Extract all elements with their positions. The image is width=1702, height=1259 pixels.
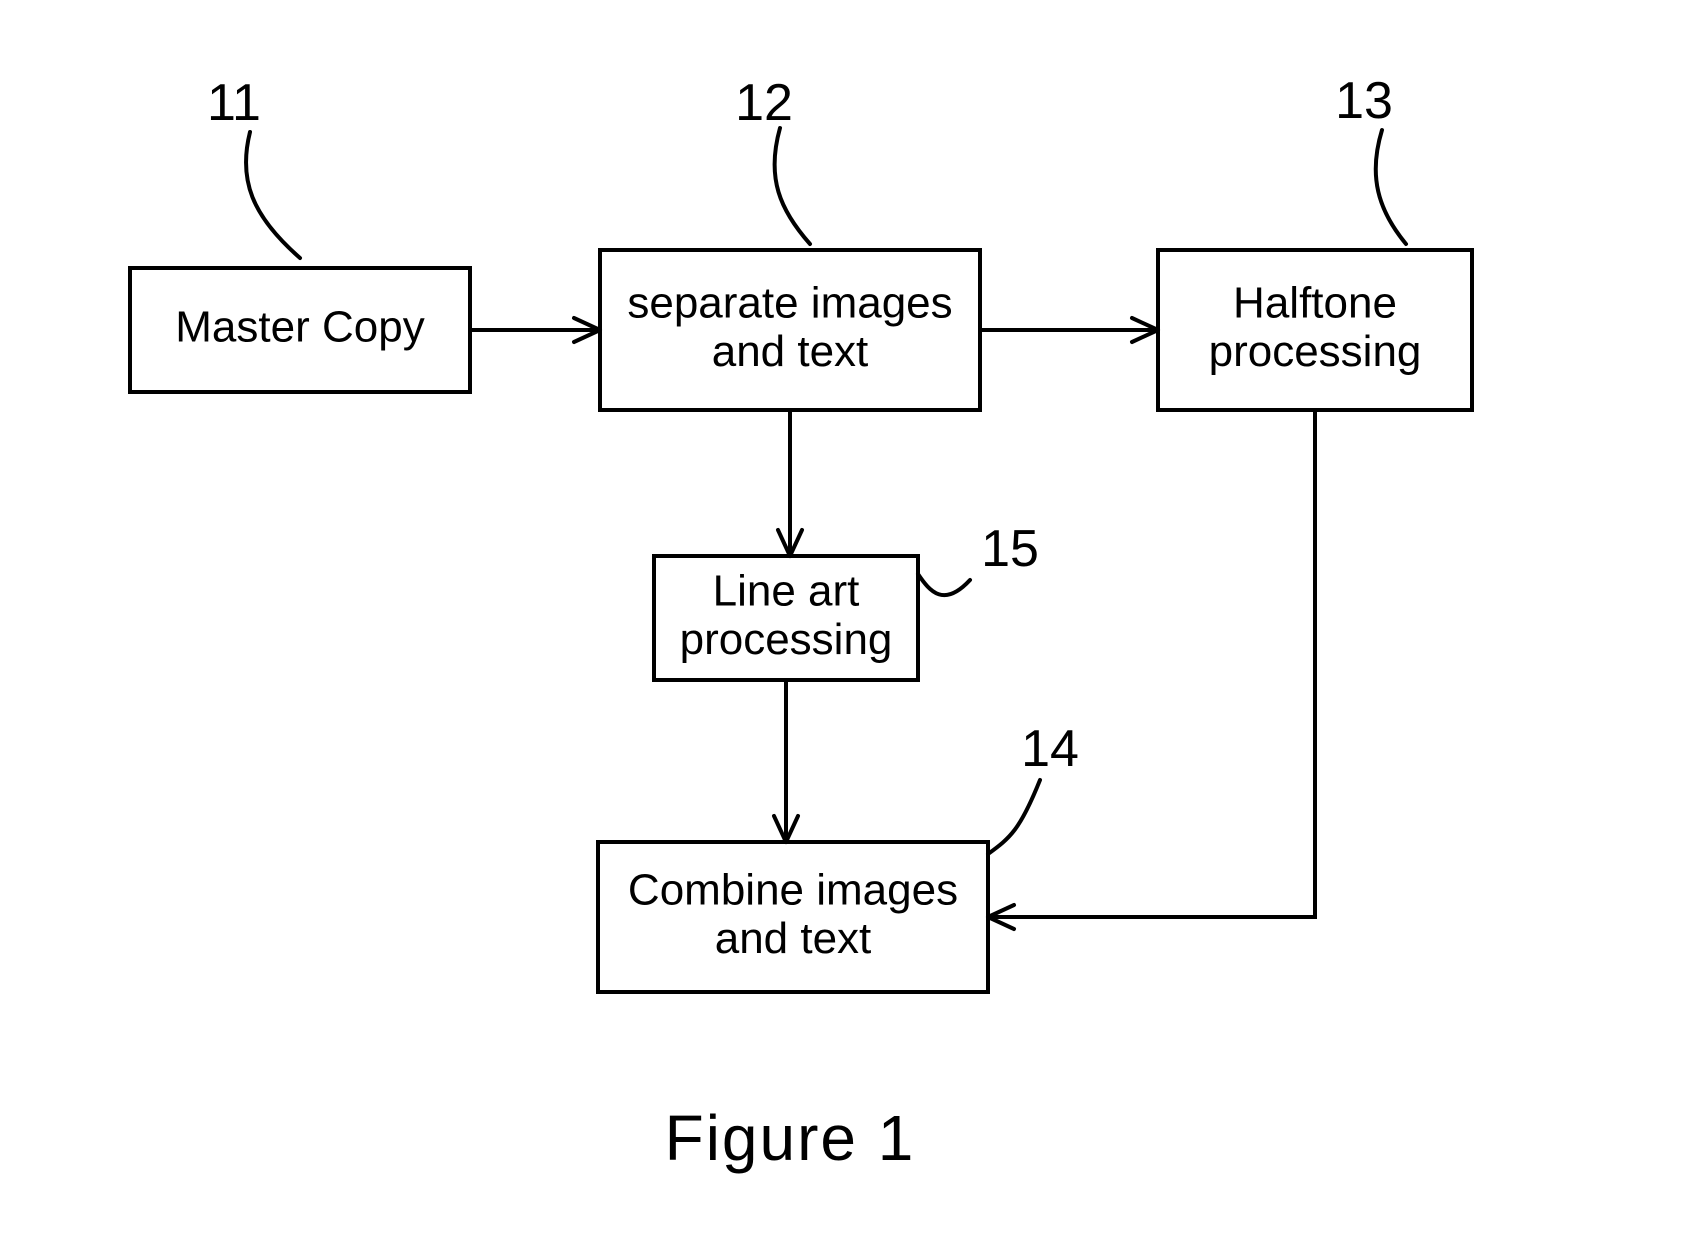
node-n14: Combine imagesand text [598,842,988,992]
ref-leader-r15 [918,574,970,595]
node-n13: Halftoneprocessing [1158,250,1472,410]
node-n12-label-line-0: separate images [627,278,952,327]
node-n11-label-line-0: Master Copy [175,303,424,352]
node-n11: Master Copy [130,268,470,392]
connector-c13_14 [988,410,1315,917]
node-n15: Line artprocessing [654,556,918,680]
ref-label-r11: 11 [207,74,261,132]
ref-leader-r14 [988,780,1040,854]
ref-leader-r12 [775,128,810,244]
ref-label-r14: 14 [1021,720,1079,778]
node-n13-label-line-1: processing [1209,327,1422,376]
figure-caption: Figure 1 [665,1102,916,1174]
node-n14-label-line-1: and text [715,914,872,963]
node-n13-label-line-0: Halftone [1233,278,1397,327]
node-n12-label-line-1: and text [712,327,869,376]
ref-leader-r13 [1376,130,1406,244]
flowchart: Master Copyseparate imagesand textHalfto… [0,0,1702,1259]
node-n12: separate imagesand text [600,250,980,410]
node-n15-label-line-1: processing [680,615,893,664]
node-n14-label-line-0: Combine images [628,865,958,914]
ref-leader-r11 [246,132,300,258]
ref-label-r15: 15 [981,520,1039,578]
ref-label-r12: 12 [735,74,793,132]
node-n15-label-line-0: Line art [713,566,860,615]
ref-label-r13: 13 [1335,72,1393,130]
